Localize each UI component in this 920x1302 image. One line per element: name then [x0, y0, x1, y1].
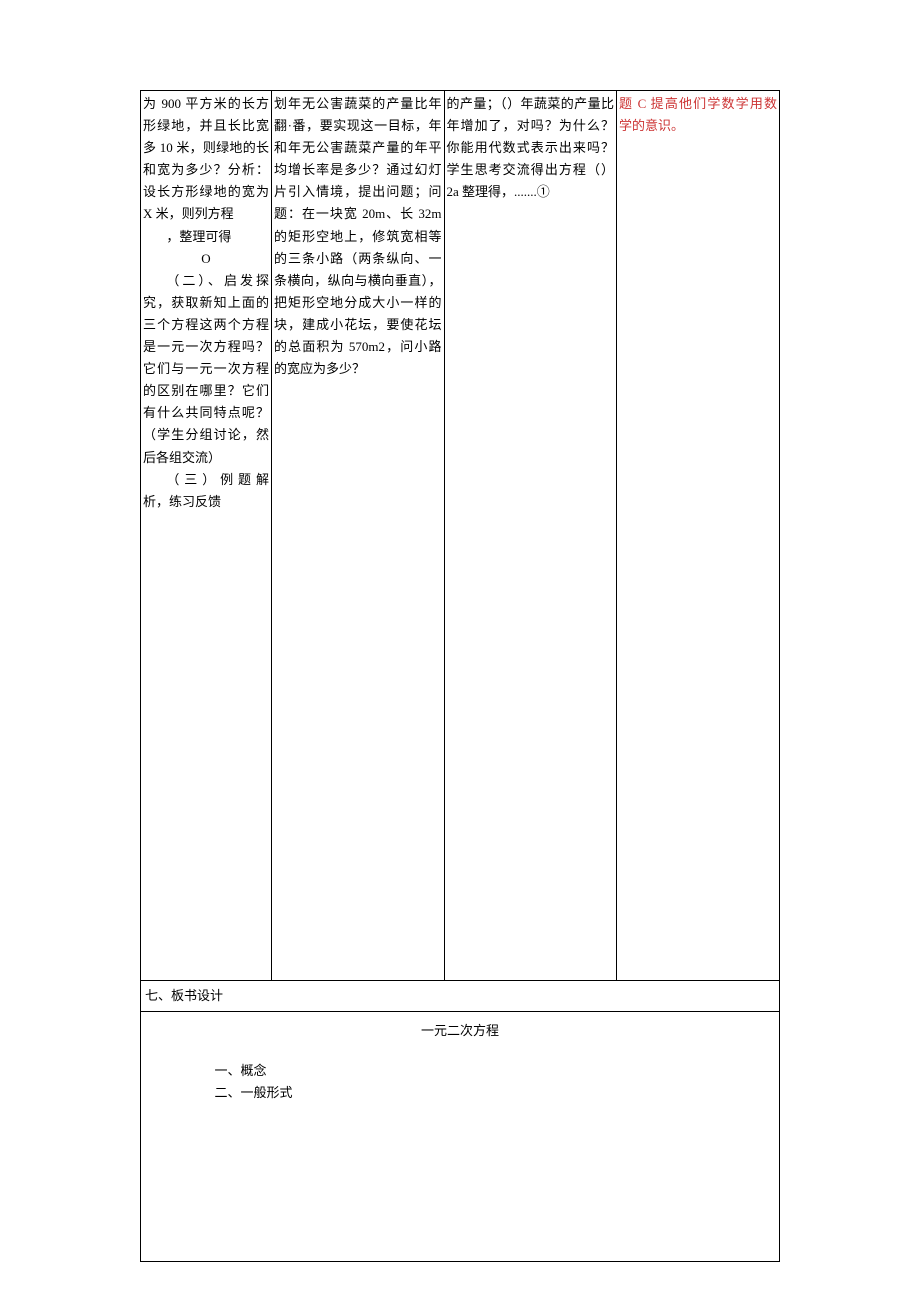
para-teacher: 划年无公害蔬菜的产量比年翻·番，要实现这一目标，年和年无公害蔬菜产量的年平均增长…	[274, 96, 442, 376]
lesson-table: 为 900 平方米的长方形绿地，并且长比宽多 10 米，则绿地的长和宽为多少？分…	[140, 90, 780, 1262]
blank-line-1: ，整理可得	[143, 226, 269, 248]
board-row: 一元二次方程 一、概念 二、一般形式	[141, 1012, 780, 1262]
para-student: 的产量；（）年蔬菜的产量比年增加了，对吗？为什么？你能用代数式表示出来吗？学生思…	[447, 96, 615, 199]
blank-line-2: O	[143, 248, 269, 270]
cell-student-activity: 的产量；（）年蔬菜的产量比年增加了，对吗？为什么？你能用代数式表示出来吗？学生思…	[444, 91, 617, 981]
section-heading-row: 七、板书设计	[141, 981, 780, 1012]
board-item-1: 一、概念	[215, 1060, 778, 1082]
para-problem-setup: 为 900 平方米的长方形绿地，并且长比宽多 10 米，则绿地的长和宽为多少？分…	[143, 96, 269, 221]
para-section-2: （二）、启发探究，获取新知上面的三个方程这两个方程是一元一次方程吗？它们与一元一…	[143, 270, 269, 469]
cell-teacher-activity: 划年无公害蔬菜的产量比年翻·番，要实现这一目标，年和年无公害蔬菜产量的年平均增长…	[271, 91, 444, 981]
content-row: 为 900 平方米的长方形绿地，并且长比宽多 10 米，则绿地的长和宽为多少？分…	[141, 91, 780, 981]
para-section-3: （三）例题解析，练习反馈	[143, 469, 269, 513]
section-heading-cell: 七、板书设计	[141, 981, 780, 1012]
cell-activity: 为 900 平方米的长方形绿地，并且长比宽多 10 米，则绿地的长和宽为多少？分…	[141, 91, 272, 981]
section-heading: 七、板书设计	[145, 988, 223, 1003]
cell-design-intent: 题 C 提高他们学数学用数学的意识。	[617, 91, 780, 981]
para-intent: 题 C 提高他们学数学用数学的意识。	[619, 96, 777, 133]
board-item-2: 二、一般形式	[215, 1082, 778, 1104]
board-title: 一元二次方程	[143, 1020, 777, 1042]
board-cell: 一元二次方程 一、概念 二、一般形式	[141, 1012, 780, 1262]
